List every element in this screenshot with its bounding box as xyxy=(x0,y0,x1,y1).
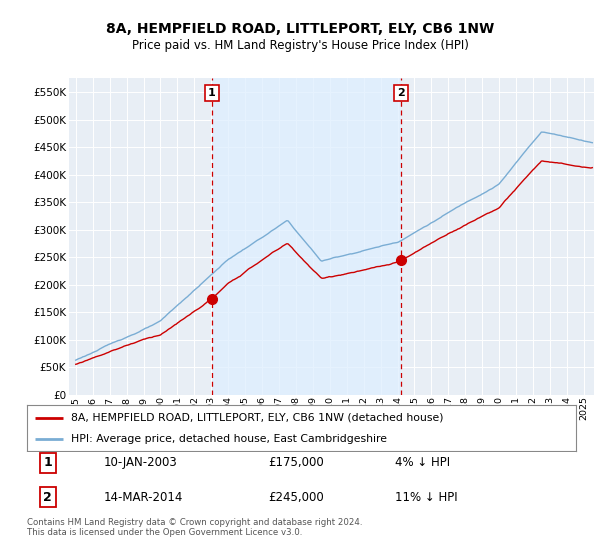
Text: 4% ↓ HPI: 4% ↓ HPI xyxy=(395,456,450,469)
Text: 8A, HEMPFIELD ROAD, LITTLEPORT, ELY, CB6 1NW (detached house): 8A, HEMPFIELD ROAD, LITTLEPORT, ELY, CB6… xyxy=(71,413,443,423)
Text: £245,000: £245,000 xyxy=(269,491,325,504)
Text: 14-MAR-2014: 14-MAR-2014 xyxy=(104,491,183,504)
Text: 2: 2 xyxy=(397,88,405,98)
Text: 8A, HEMPFIELD ROAD, LITTLEPORT, ELY, CB6 1NW: 8A, HEMPFIELD ROAD, LITTLEPORT, ELY, CB6… xyxy=(106,22,494,36)
Bar xyxy=(212,78,401,395)
Text: £175,000: £175,000 xyxy=(269,456,325,469)
Text: Contains HM Land Registry data © Crown copyright and database right 2024.
This d: Contains HM Land Registry data © Crown c… xyxy=(27,518,362,538)
Text: 1: 1 xyxy=(43,456,52,469)
Text: 10-JAN-2003: 10-JAN-2003 xyxy=(104,456,178,469)
Text: 1: 1 xyxy=(208,88,216,98)
Text: Price paid vs. HM Land Registry's House Price Index (HPI): Price paid vs. HM Land Registry's House … xyxy=(131,39,469,52)
Text: 2: 2 xyxy=(43,491,52,504)
Text: 11% ↓ HPI: 11% ↓ HPI xyxy=(395,491,457,504)
Text: HPI: Average price, detached house, East Cambridgeshire: HPI: Average price, detached house, East… xyxy=(71,435,387,444)
